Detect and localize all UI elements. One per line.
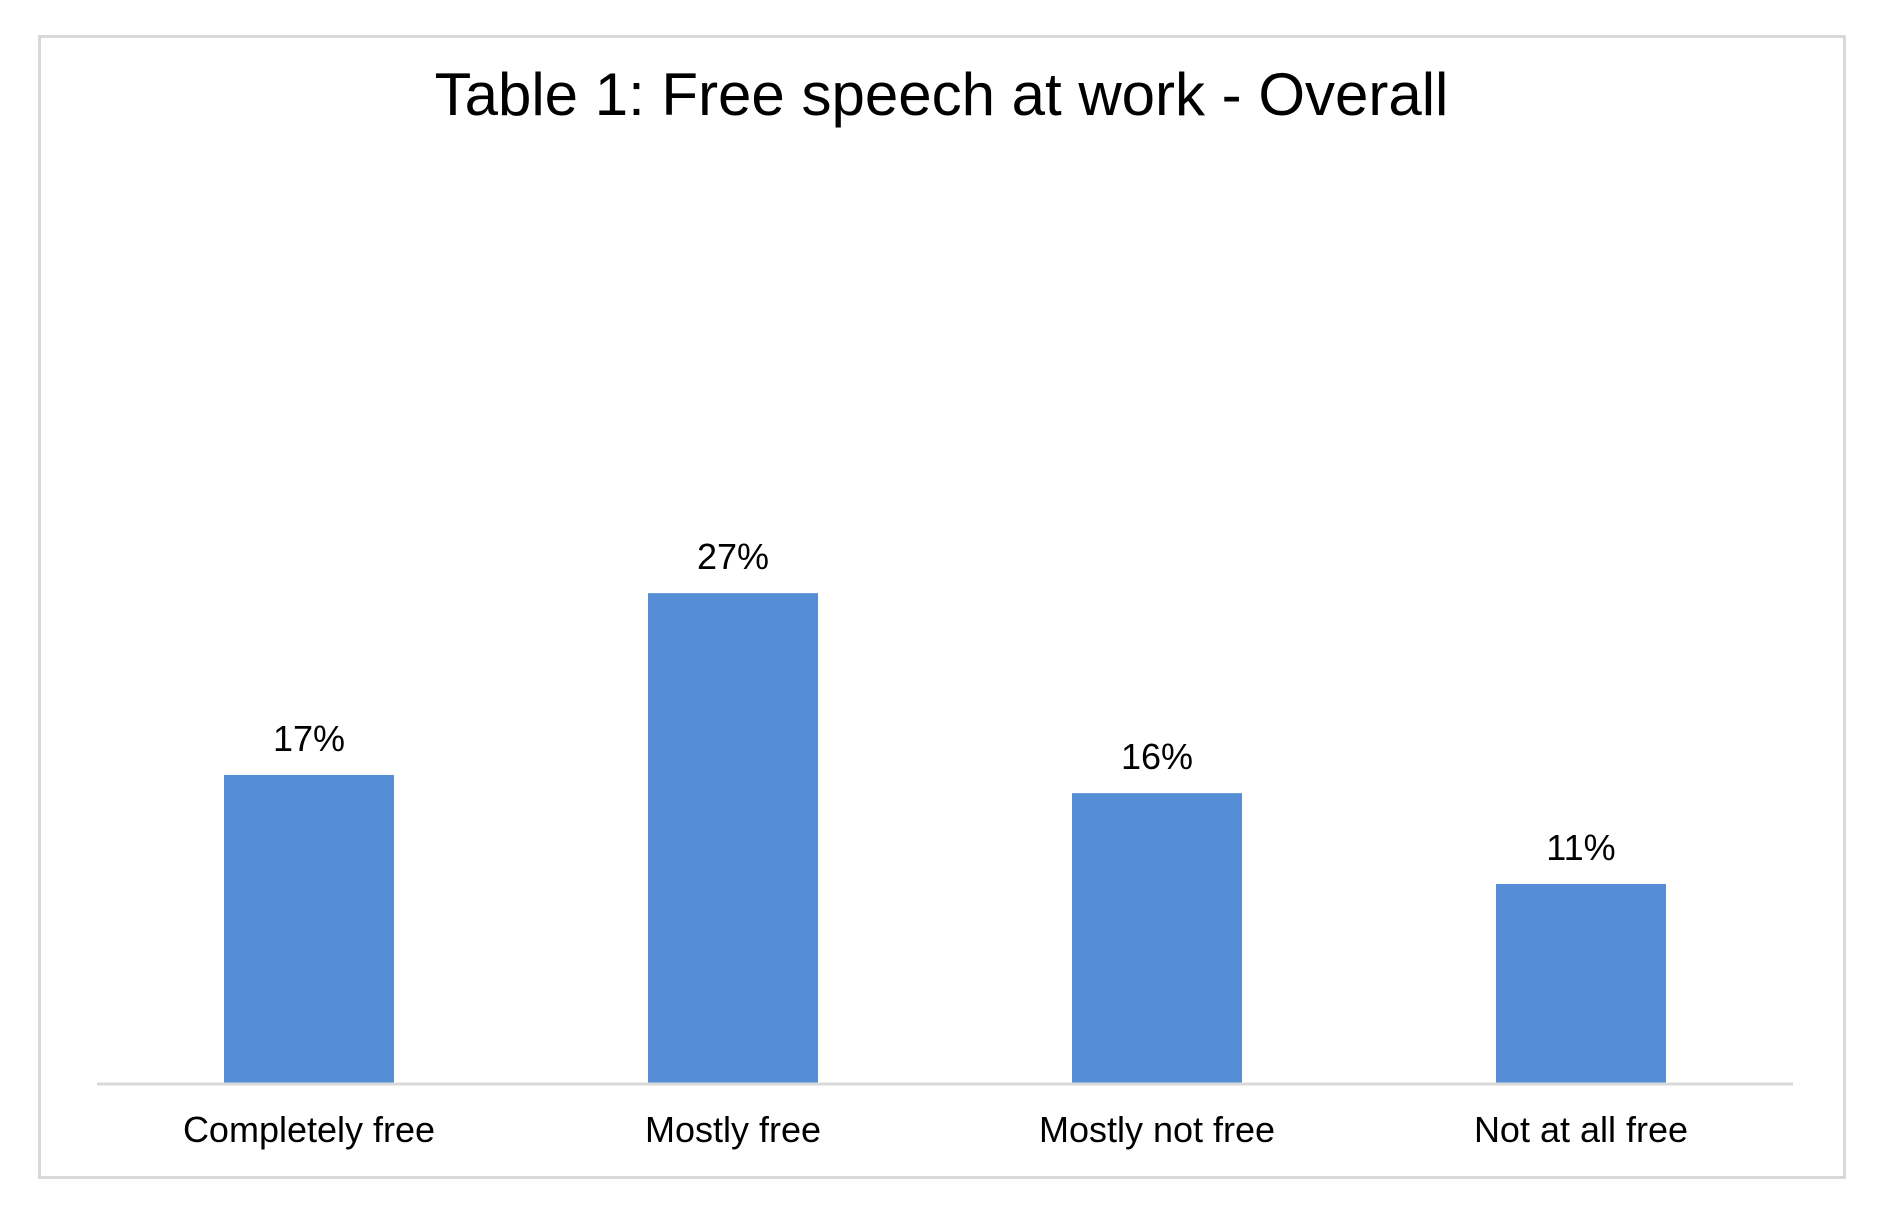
data-label: 17%: [273, 718, 345, 759]
bar: [1072, 793, 1242, 1084]
x-tick-label: Completely free: [183, 1109, 435, 1150]
data-label: 16%: [1121, 736, 1193, 777]
x-tick-label: Mostly free: [645, 1109, 821, 1150]
chart-title: Table 1: Free speech at work - Overall: [434, 61, 1449, 128]
bars-group: [224, 593, 1666, 1084]
bar: [224, 774, 394, 1084]
data-labels-group: 17% 27% 16% 11%: [273, 536, 1616, 868]
x-tick-labels-group: Completely free Mostly free Mostly not fre…: [183, 1109, 1688, 1150]
x-tick-label: Not at all free: [1474, 1109, 1688, 1150]
bar: [648, 593, 818, 1084]
bar: [1496, 884, 1666, 1084]
data-label: 27%: [697, 536, 769, 577]
x-tick-label: Mostly not free: [1039, 1109, 1275, 1150]
data-label: 11%: [1546, 827, 1615, 868]
